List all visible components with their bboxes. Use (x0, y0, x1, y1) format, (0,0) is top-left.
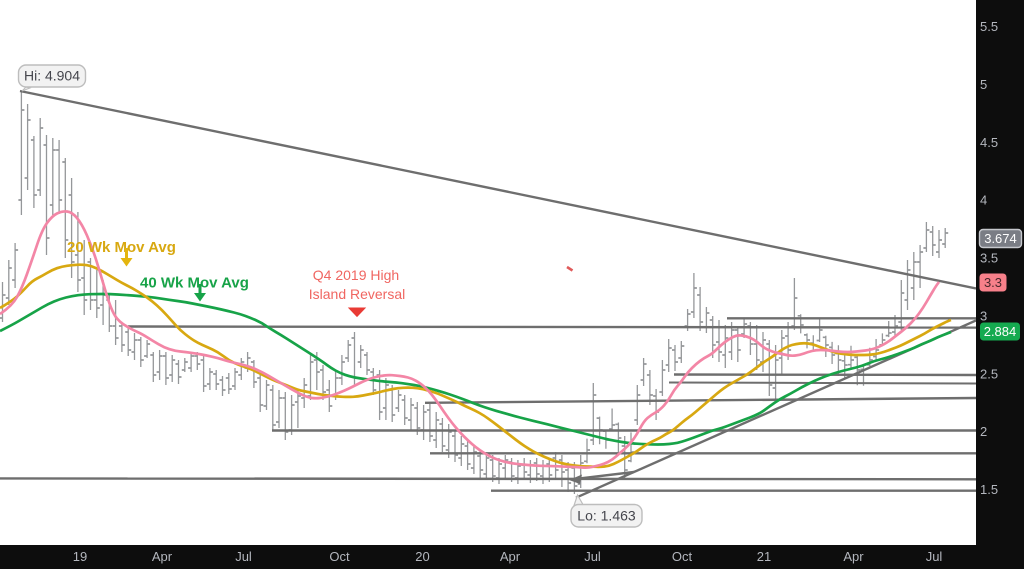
svg-text:Oct: Oct (329, 549, 350, 564)
svg-text:21: 21 (757, 549, 771, 564)
svg-text:Q4 2019 High: Q4 2019 High (313, 267, 399, 283)
svg-text:5.5: 5.5 (980, 19, 998, 34)
svg-text:Jul: Jul (584, 549, 601, 564)
svg-text:4: 4 (980, 193, 987, 208)
svg-text:3.3: 3.3 (984, 275, 1002, 290)
svg-text:4.5: 4.5 (980, 135, 998, 150)
svg-text:Jul: Jul (235, 549, 252, 564)
svg-text:20: 20 (415, 549, 429, 564)
svg-text:20 Wk Mov Avg: 20 Wk Mov Avg (67, 239, 176, 256)
svg-text:5: 5 (980, 77, 987, 92)
svg-text:2.5: 2.5 (980, 366, 998, 381)
svg-text:3.5: 3.5 (980, 251, 998, 266)
svg-text:1.5: 1.5 (980, 482, 998, 497)
svg-text:Lo: 1.463: Lo: 1.463 (577, 508, 636, 524)
svg-text:Hi: 4.904: Hi: 4.904 (24, 68, 80, 84)
svg-text:Jul: Jul (926, 549, 943, 564)
svg-text:Apr: Apr (843, 549, 864, 564)
svg-text:Apr: Apr (500, 549, 521, 564)
svg-text:19: 19 (73, 549, 87, 564)
svg-text:2.884: 2.884 (984, 324, 1017, 339)
svg-text:Oct: Oct (672, 549, 693, 564)
svg-text:2: 2 (980, 424, 987, 439)
svg-text:3.674: 3.674 (984, 231, 1017, 246)
svg-text:Island Reversal: Island Reversal (309, 286, 406, 302)
svg-text:40 Wk Mov Avg: 40 Wk Mov Avg (140, 275, 249, 292)
svg-text:Apr: Apr (152, 549, 173, 564)
svg-text:3: 3 (980, 308, 987, 323)
